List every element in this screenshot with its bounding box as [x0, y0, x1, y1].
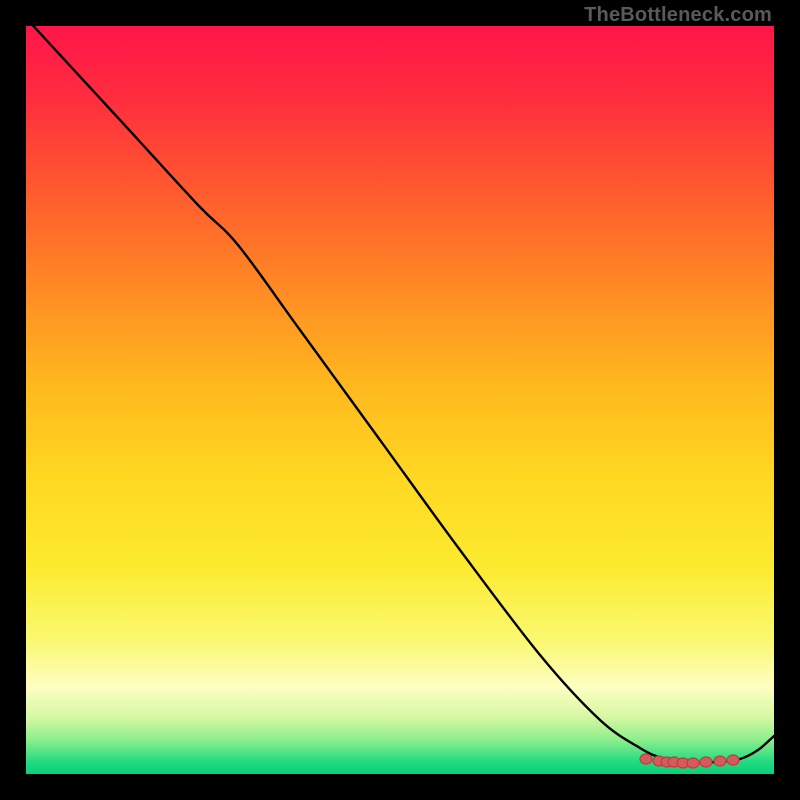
watermark-text: TheBottleneck.com [584, 4, 772, 27]
chart-container: TheBottleneck.com [0, 0, 800, 800]
marker-point [727, 755, 739, 765]
marker-point [700, 757, 712, 767]
line-chart [0, 0, 800, 800]
marker-point [640, 754, 652, 764]
marker-point [687, 758, 699, 768]
marker-point [714, 756, 726, 766]
